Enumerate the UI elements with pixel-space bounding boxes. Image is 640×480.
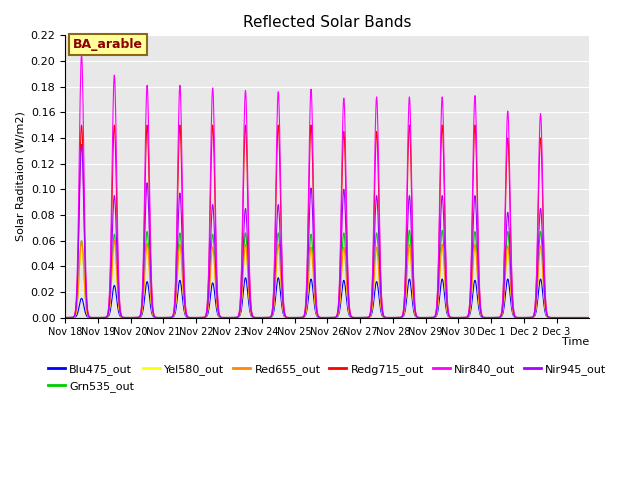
Yel580_out: [304, 293, 312, 299]
Red655_out: [143, 241, 151, 247]
Blu475_out: [451, 315, 459, 321]
Red655_out: [553, 315, 561, 321]
Red655_out: [61, 315, 69, 321]
Grn535_out: [579, 315, 587, 321]
Blu475_out: [586, 315, 593, 321]
Nir945_out: [553, 315, 561, 321]
Blu475_out: [553, 315, 561, 321]
Nir840_out: [451, 315, 459, 321]
Yel580_out: [553, 315, 561, 321]
Nir840_out: [143, 85, 151, 91]
Redg715_out: [143, 124, 151, 130]
Red655_out: [528, 314, 536, 320]
Grn535_out: [451, 315, 459, 321]
Blu475_out: [528, 314, 536, 320]
Redg715_out: [579, 315, 587, 321]
Red655_out: [451, 315, 459, 321]
Red655_out: [314, 313, 321, 319]
Line: Yel580_out: Yel580_out: [65, 246, 589, 318]
Line: Grn535_out: Grn535_out: [65, 230, 589, 318]
Nir840_out: [528, 314, 536, 320]
Y-axis label: Solar Raditaion (W/m2): Solar Raditaion (W/m2): [15, 111, 25, 241]
Redg715_out: [61, 315, 69, 321]
Nir945_out: [304, 272, 312, 277]
Yel580_out: [579, 315, 587, 321]
Nir945_out: [314, 312, 321, 318]
Red655_out: [77, 238, 85, 243]
Yel580_out: [528, 314, 536, 320]
Grn535_out: [553, 315, 561, 321]
Grn535_out: [143, 228, 151, 234]
Nir840_out: [314, 311, 321, 316]
Nir945_out: [586, 315, 593, 321]
Redg715_out: [553, 315, 561, 321]
Yel580_out: [451, 315, 459, 321]
Red655_out: [304, 291, 312, 297]
Nir840_out: [61, 315, 69, 321]
Nir840_out: [304, 239, 312, 245]
Nir945_out: [528, 314, 536, 320]
Yel580_out: [61, 315, 69, 321]
Nir945_out: [61, 315, 69, 321]
Grn535_out: [406, 228, 413, 233]
Yel580_out: [314, 313, 321, 319]
Yel580_out: [143, 245, 151, 251]
Nir840_out: [553, 315, 561, 321]
Blu475_out: [304, 302, 312, 308]
Redg715_out: [586, 315, 593, 321]
Nir840_out: [586, 315, 593, 321]
Redg715_out: [451, 315, 459, 321]
Title: Reflected Solar Bands: Reflected Solar Bands: [243, 15, 412, 30]
Line: Redg715_out: Redg715_out: [65, 125, 589, 318]
Line: Red655_out: Red655_out: [65, 240, 589, 318]
Nir945_out: [143, 181, 151, 187]
Blu475_out: [143, 279, 151, 285]
Nir945_out: [77, 142, 85, 147]
Nir945_out: [579, 315, 587, 321]
Grn535_out: [303, 293, 311, 299]
Red655_out: [586, 315, 593, 321]
Yel580_out: [111, 243, 118, 249]
Grn535_out: [528, 314, 536, 320]
Blu475_out: [242, 275, 250, 281]
Blu475_out: [579, 315, 587, 321]
Text: BA_arable: BA_arable: [73, 38, 143, 51]
Nir840_out: [77, 52, 85, 58]
Line: Nir840_out: Nir840_out: [65, 55, 589, 318]
Text: Time: Time: [562, 337, 589, 348]
Grn535_out: [586, 315, 593, 321]
Line: Nir945_out: Nir945_out: [65, 144, 589, 318]
Blu475_out: [314, 314, 321, 320]
Nir840_out: [579, 315, 587, 321]
Blu475_out: [61, 315, 69, 321]
Redg715_out: [77, 122, 85, 128]
Grn535_out: [61, 315, 69, 321]
Red655_out: [579, 315, 587, 321]
Redg715_out: [304, 251, 312, 257]
Yel580_out: [586, 315, 593, 321]
Redg715_out: [528, 314, 536, 320]
Grn535_out: [314, 312, 321, 318]
Line: Blu475_out: Blu475_out: [65, 278, 589, 318]
Redg715_out: [314, 311, 321, 317]
Nir945_out: [451, 315, 459, 321]
Legend: Blu475_out, Grn535_out, Yel580_out, Red655_out, Redg715_out, Nir840_out, Nir945_: Blu475_out, Grn535_out, Yel580_out, Red6…: [44, 360, 611, 396]
